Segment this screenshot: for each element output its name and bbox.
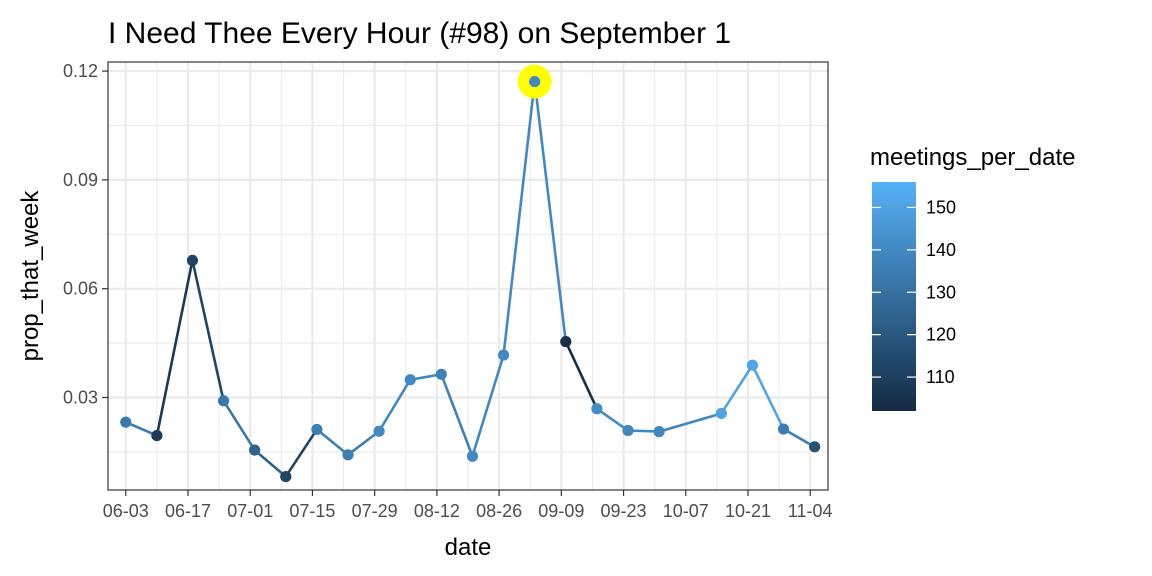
x-axis-title: date (445, 534, 492, 561)
data-point (151, 429, 163, 442)
data-point (746, 359, 759, 371)
line-segment (315, 428, 350, 457)
line-segment (191, 259, 225, 403)
data-point (497, 349, 510, 361)
data-point (622, 424, 634, 437)
data-point (809, 441, 821, 453)
x-tick-label: 06-03 (103, 501, 149, 521)
line-segment (751, 363, 785, 431)
legend-tick-label: 150 (926, 197, 956, 217)
data-point (404, 374, 416, 386)
data-point (529, 75, 541, 88)
data-point (435, 368, 447, 380)
line-segment (595, 407, 630, 432)
line-segment (284, 428, 319, 478)
line-segment (346, 429, 381, 457)
chart-title: I Need Thee Every Hour (#98) on Septembe… (108, 17, 731, 50)
series-points (120, 75, 821, 483)
x-tick-label: 06-17 (165, 501, 211, 521)
legend-colorbar (872, 182, 916, 411)
legend-tick-label: 140 (926, 240, 956, 260)
data-point (373, 425, 385, 437)
data-point (280, 470, 292, 483)
data-point (777, 423, 790, 435)
data-point (342, 449, 354, 461)
data-point (120, 416, 132, 428)
x-tick-label: 07-15 (289, 501, 335, 521)
line-segment (657, 412, 723, 433)
x-tick-label: 10-21 (725, 501, 771, 521)
line-segment (222, 399, 256, 452)
line-segment (471, 353, 505, 458)
y-tick-label: 0.12 (63, 61, 98, 81)
legend-tick-label: 120 (926, 325, 956, 345)
legend-ticks: 110 120 130 140 150 (872, 197, 956, 387)
x-axis: 06-03 06-17 07-01 07-15 07-29 08-12 08-26 09-09… (103, 490, 833, 521)
x-tick-label: 10-07 (663, 501, 709, 521)
legend-tick-label: 110 (926, 367, 955, 387)
line-segment (564, 340, 599, 411)
data-point (311, 423, 323, 436)
line-segment (720, 363, 754, 415)
line-segment (782, 427, 816, 449)
y-tick-label: 0.06 (63, 279, 98, 299)
legend-tick-label: 130 (926, 282, 956, 302)
x-tick-label: 09-23 (601, 501, 647, 521)
y-axis-title: prop_that_week (17, 190, 44, 362)
line-segment (502, 80, 536, 357)
data-point (560, 336, 572, 348)
line-segment (533, 80, 568, 343)
data-point (653, 426, 665, 438)
data-point (249, 444, 261, 456)
line-segment (124, 420, 159, 437)
x-tick-label: 08-26 (476, 501, 522, 521)
y-tick-label: 0.09 (63, 170, 98, 190)
data-point (591, 403, 603, 415)
line-segment (253, 448, 288, 478)
x-tick-label: 07-29 (352, 501, 398, 521)
line-segment (377, 378, 412, 433)
x-tick-label: 11-04 (788, 501, 833, 521)
x-tick-label: 07-01 (227, 501, 273, 521)
x-tick-label: 08-12 (414, 501, 460, 521)
legend-title: meetings_per_date (870, 144, 1075, 171)
data-point (715, 407, 727, 420)
line-segment (155, 259, 194, 437)
data-point (217, 395, 230, 407)
line-segment (440, 372, 474, 458)
y-tick-label: 0.03 (63, 388, 98, 408)
color-legend: meetings_per_date 110 120 130 140 150 (870, 144, 1075, 411)
data-point (186, 254, 199, 267)
plot-panel (107, 61, 829, 491)
y-axis: 0.03 0.06 0.09 0.12 (63, 61, 108, 408)
x-tick-label: 09-09 (538, 501, 584, 521)
data-point (466, 450, 479, 462)
series-line (124, 80, 816, 478)
